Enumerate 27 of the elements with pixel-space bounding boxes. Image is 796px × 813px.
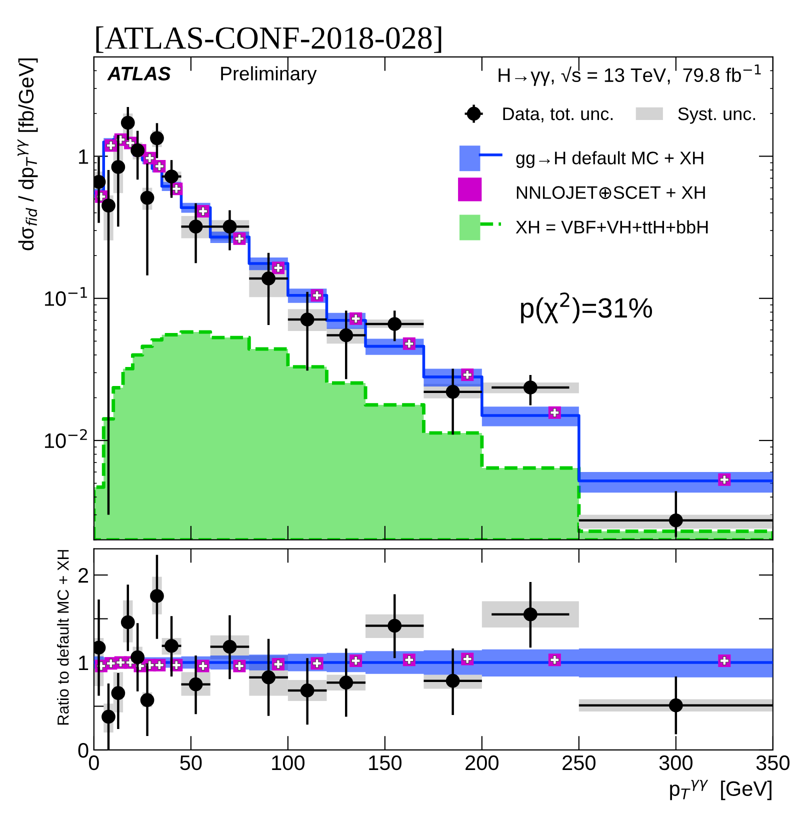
y-axis-title: dσ$_{fid}$ / dp$_{T}$$^{γγ}$ [fb/GeV] <box>17 58 38 250</box>
x-tick-label: 200 <box>466 755 498 770</box>
y-tick-label: 10$^{−1}$ <box>45 287 87 306</box>
y-tick-label: 1 <box>79 656 88 670</box>
y-tick-label: 2 <box>78 568 88 583</box>
x-tick-label: 0 <box>88 755 99 770</box>
x-tick-label: 150 <box>369 755 402 770</box>
legend-label: NNLOJET⊕SCET + XH <box>516 186 705 200</box>
y-tick-label: 0 <box>78 742 88 758</box>
legend-label: gg→H default MC + XH <box>516 151 704 168</box>
annotation: Preliminary <box>221 66 317 84</box>
y-tick-label: 10$^{−2}$ <box>45 429 87 448</box>
legend-label: Syst. unc. <box>678 107 756 124</box>
legend-label: Data, tot. unc. <box>503 108 613 122</box>
x-tick-label: 50 <box>180 755 202 770</box>
chart-title: [ATLAS-CONF-2018-028] <box>96 26 442 53</box>
annotation: p(χ$^{2}$)=31% <box>521 292 652 324</box>
x-tick-label: 350 <box>756 755 790 770</box>
x-axis-title: p$_{T}$$^{γγ}$ [GeV] <box>670 780 772 800</box>
x-tick-label: 100 <box>272 755 304 770</box>
annotation: ATLAS <box>107 66 171 80</box>
x-tick-label: 300 <box>659 755 692 770</box>
x-tick-label: 250 <box>562 755 596 770</box>
y-tick-label: 1 <box>79 149 88 164</box>
legend-label: XH = VBF+VH+ttH+bbH <box>516 220 708 234</box>
y-axis-title: Ratio to default MC + XH <box>57 550 69 725</box>
annotation: H→γγ, √s = 13 TeV, 79.8 fb$^{−1}$ <box>498 64 761 86</box>
